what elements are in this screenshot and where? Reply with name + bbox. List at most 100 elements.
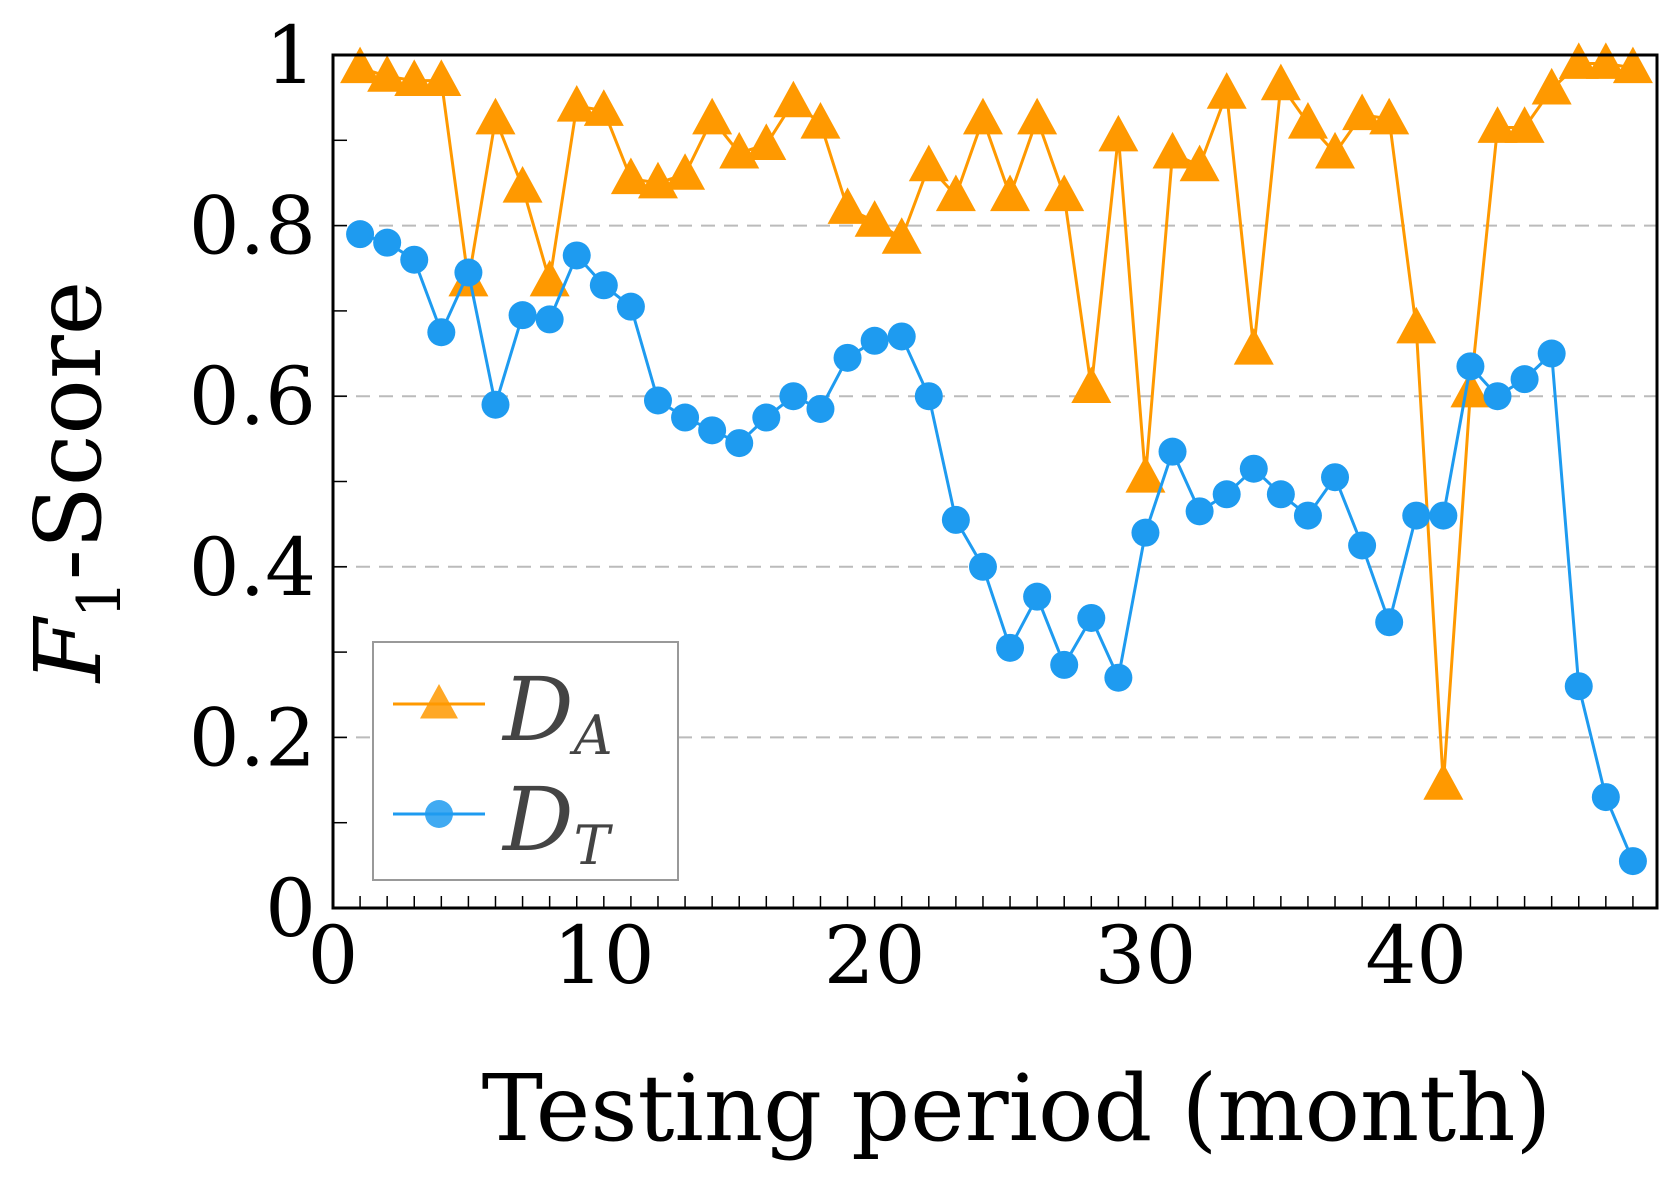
marker-DA bbox=[1477, 106, 1518, 143]
marker-DA bbox=[773, 80, 814, 118]
minor-ticks bbox=[333, 54, 1634, 908]
tick-labels: 0 10 20 30 40 0 0.2 0.4 0.6 0.8 1 bbox=[189, 9, 1467, 1002]
legend-marker-DT bbox=[425, 800, 453, 828]
marker-DT bbox=[400, 245, 429, 274]
marker-DA bbox=[421, 59, 462, 96]
marker-DT bbox=[481, 390, 510, 419]
marker-DA bbox=[1396, 306, 1437, 344]
y-tick-label: 0.4 bbox=[189, 521, 316, 614]
marker-DT bbox=[589, 271, 618, 300]
marker-DA bbox=[1531, 67, 1572, 105]
x-axis-title: Testing period (month) bbox=[482, 1055, 1552, 1162]
y-tick-label: 0 bbox=[265, 862, 316, 955]
x-tick-label: 20 bbox=[824, 909, 926, 1002]
marker-DA bbox=[556, 84, 597, 122]
marker-DT bbox=[1591, 783, 1620, 812]
x-tick-label: 10 bbox=[553, 909, 655, 1002]
marker-DA bbox=[475, 97, 516, 135]
marker-DA bbox=[1287, 102, 1328, 139]
marker-DA bbox=[962, 97, 1003, 135]
marker-DT bbox=[887, 322, 916, 351]
marker-DT bbox=[1375, 608, 1404, 637]
marker-DT bbox=[346, 220, 375, 249]
marker-DT bbox=[1564, 672, 1593, 701]
marker-DT bbox=[616, 292, 645, 321]
marker-DT bbox=[1456, 352, 1485, 381]
marker-DA bbox=[990, 174, 1031, 212]
marker-DA bbox=[1071, 366, 1112, 404]
marker-DT bbox=[1077, 603, 1106, 632]
marker-DT bbox=[1239, 454, 1268, 483]
y-tick-label: 0.2 bbox=[189, 691, 316, 784]
marker-DT bbox=[1510, 365, 1539, 394]
series-line-DA bbox=[359, 62, 1634, 785]
marker-DA bbox=[827, 187, 868, 224]
marker-DA bbox=[1125, 456, 1166, 493]
marker-DA bbox=[583, 89, 624, 126]
marker-DT bbox=[968, 552, 997, 581]
marker-DT bbox=[454, 258, 483, 287]
legend-label-DT: DT bbox=[501, 768, 614, 877]
marker-DT bbox=[1321, 463, 1350, 492]
marker-DT bbox=[752, 403, 781, 432]
marker-DT bbox=[1023, 582, 1052, 611]
marker-DA bbox=[1369, 97, 1410, 135]
marker-DT bbox=[806, 394, 835, 423]
marker-DT bbox=[535, 305, 564, 334]
marker-DT bbox=[1348, 531, 1377, 560]
marker-DT bbox=[779, 382, 808, 411]
marker-DA bbox=[1098, 114, 1139, 152]
marker-DT bbox=[1158, 437, 1187, 466]
marker-DT bbox=[1185, 497, 1214, 526]
marker-DA bbox=[1152, 131, 1193, 169]
marker-DT bbox=[833, 343, 862, 372]
marker-DA bbox=[1233, 328, 1274, 365]
marker-DA bbox=[881, 217, 922, 254]
marker-DT bbox=[914, 382, 943, 411]
legend-marker-DA bbox=[420, 683, 458, 719]
y-tick-label: 0.8 bbox=[189, 180, 316, 273]
plot-frame bbox=[331, 53, 1659, 910]
y-tick-label: 0.6 bbox=[189, 350, 316, 443]
marker-DA bbox=[746, 123, 787, 160]
marker-DT bbox=[373, 228, 402, 257]
y-tick-label: 1 bbox=[265, 9, 316, 102]
marker-DT bbox=[1104, 663, 1133, 692]
x-tick-label: 40 bbox=[1365, 909, 1467, 1002]
marker-DA bbox=[908, 144, 949, 182]
marker-DT bbox=[1131, 518, 1160, 547]
y-axis-title: F1-Score bbox=[15, 281, 135, 684]
legend-box bbox=[372, 641, 679, 881]
marker-DT bbox=[508, 301, 537, 330]
marker-DA bbox=[1260, 63, 1301, 101]
marker-DA bbox=[1423, 763, 1464, 800]
marker-DA bbox=[1558, 42, 1599, 79]
marker-DA bbox=[340, 46, 381, 84]
marker-DA bbox=[502, 166, 543, 203]
marker-DT bbox=[860, 326, 889, 355]
marker-DA bbox=[394, 59, 435, 96]
marker-DT bbox=[1618, 847, 1647, 876]
marker-DA bbox=[1450, 370, 1491, 408]
marker-DA bbox=[1044, 174, 1085, 212]
marker-DT bbox=[1537, 339, 1566, 368]
marker-DT bbox=[1483, 382, 1512, 411]
marker-DT bbox=[698, 416, 727, 445]
marker-DA bbox=[854, 200, 895, 237]
marker-DT bbox=[1212, 480, 1241, 509]
marker-DA bbox=[367, 55, 408, 92]
marker-DA bbox=[1315, 131, 1356, 169]
marker-DT bbox=[941, 505, 970, 534]
marker-DT bbox=[1050, 650, 1079, 679]
marker-DT bbox=[562, 241, 591, 270]
marker-DT bbox=[1402, 501, 1431, 530]
marker-DA bbox=[1504, 106, 1545, 143]
marker-DA bbox=[1342, 93, 1383, 131]
marker-DA bbox=[1017, 97, 1058, 135]
marker-DA bbox=[692, 97, 733, 135]
marker-DT bbox=[996, 633, 1025, 662]
x-tick-label: 30 bbox=[1095, 909, 1197, 1002]
series-layer bbox=[340, 42, 1653, 876]
